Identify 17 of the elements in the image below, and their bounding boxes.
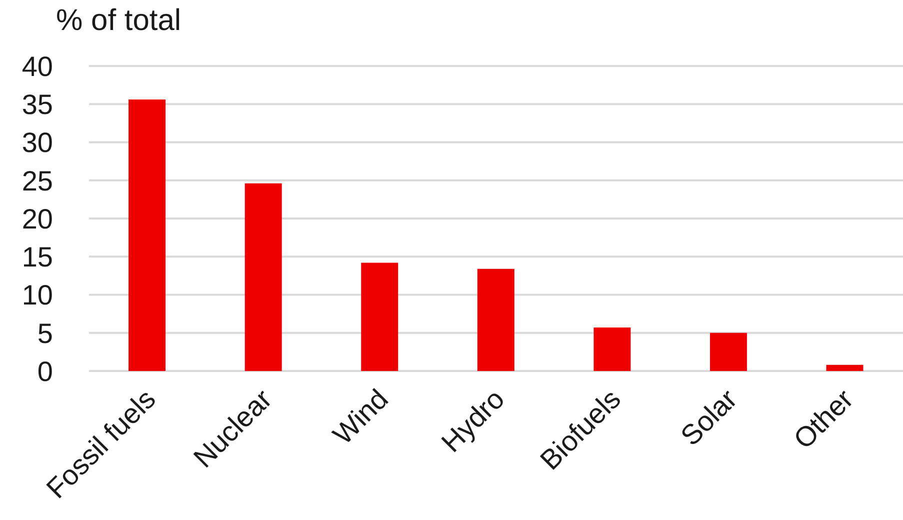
y-tick-label: 10: [22, 280, 53, 311]
bar: [477, 268, 514, 371]
bar: [826, 364, 864, 371]
y-tick-label: 5: [37, 318, 53, 349]
y-tick-label: 30: [22, 127, 53, 158]
y-tick-label: 20: [22, 203, 53, 234]
bar: [128, 100, 166, 371]
bar: [244, 183, 282, 371]
y-tick-label: 0: [37, 356, 53, 387]
bar: [361, 262, 398, 371]
y-tick-label: 40: [22, 50, 53, 82]
bar: [710, 332, 747, 371]
y-axis-title: % of total: [56, 4, 182, 38]
y-tick-label: 25: [22, 165, 53, 196]
y-tick-label: 35: [22, 89, 53, 120]
bar: [594, 328, 631, 371]
y-tick-label: 15: [22, 242, 53, 273]
